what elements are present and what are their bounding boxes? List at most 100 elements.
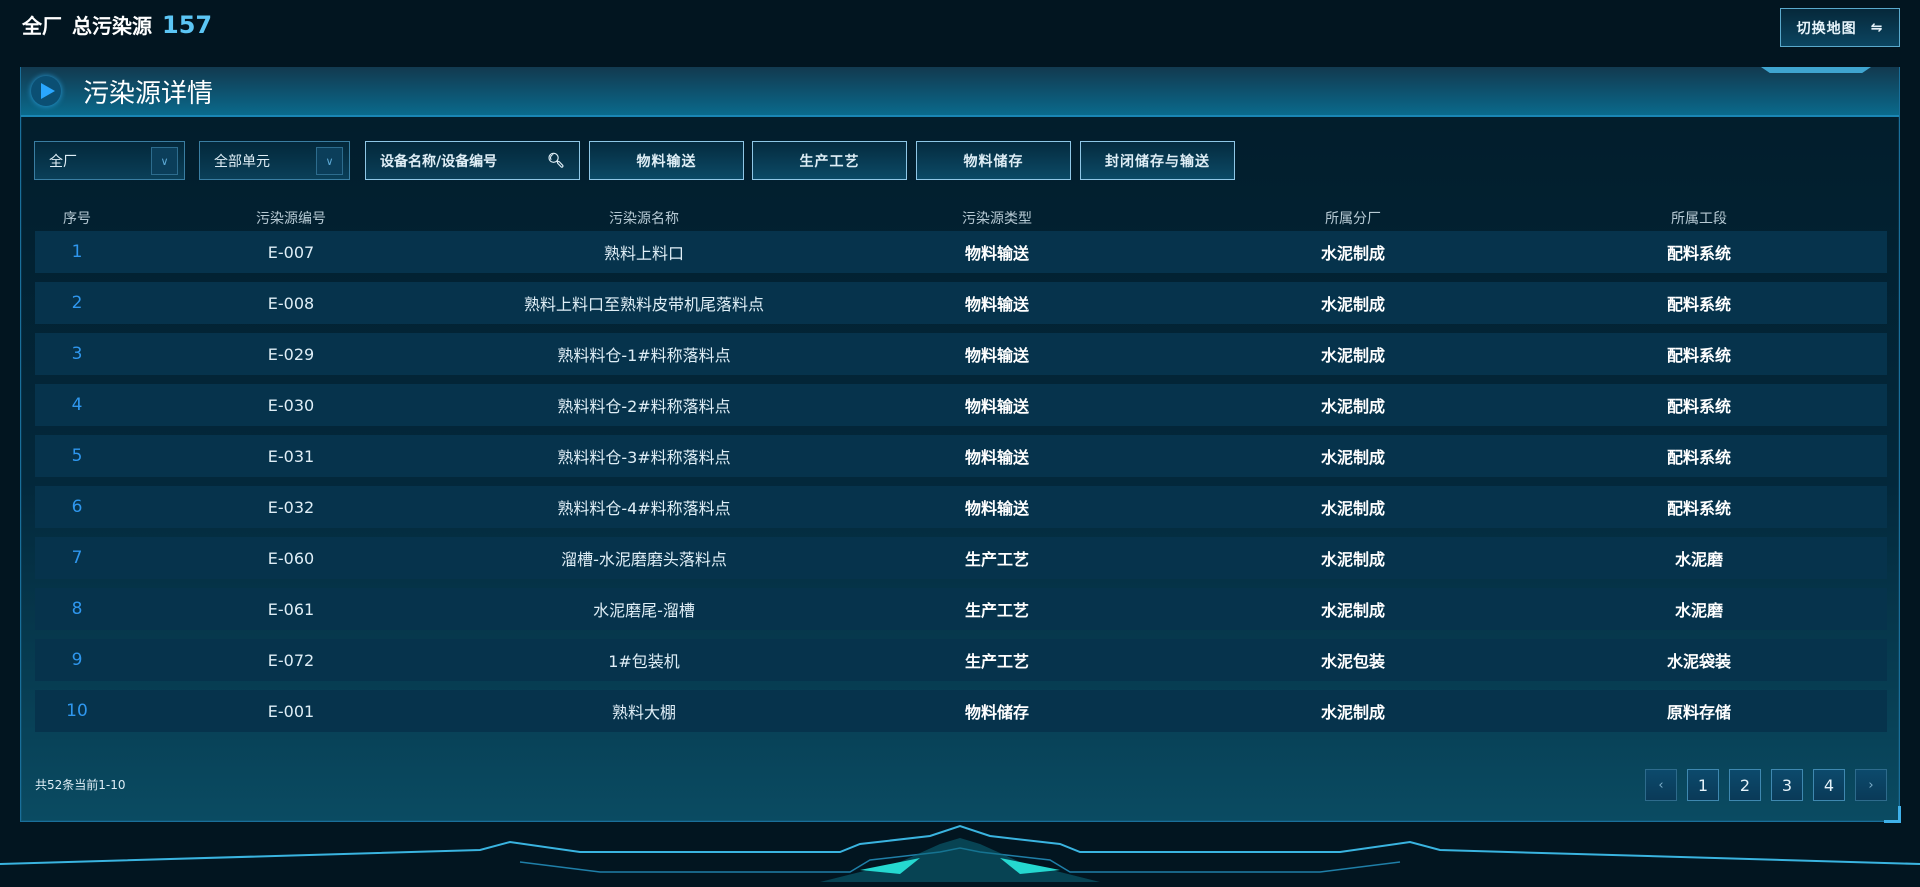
table-row[interactable]: 9 E-072 1#包装机 生产工艺 水泥包装 水泥袋装 <box>35 639 1887 681</box>
table-cell: 物料输送 <box>964 499 1030 518</box>
table-cell: 生产工艺 <box>964 550 1030 569</box>
table-cell: E-072 <box>267 650 315 670</box>
table-cell: 熟料大棚 <box>611 703 677 722</box>
column-header: 污染源类型 <box>962 211 1032 227</box>
table-cell: 物料输送 <box>964 295 1030 314</box>
table-cell: E-061 <box>267 599 315 619</box>
table-cell: 水泥制成 <box>1320 499 1386 518</box>
page-button-1[interactable]: 1 <box>1687 769 1719 801</box>
table-row[interactable]: 7 E-060 溜槽-水泥磨磨头落料点 生产工艺 水泥制成 水泥磨 <box>35 537 1887 579</box>
search-icon[interactable]: 🔍︎ <box>547 152 565 169</box>
table-cell: 物料输送 <box>964 397 1030 416</box>
table-cell: 水泥制成 <box>1320 346 1386 365</box>
table-cell: E-030 <box>267 395 315 415</box>
table-cell: 水泥制成 <box>1320 244 1386 263</box>
table-cell: 水泥袋装 <box>1666 652 1732 671</box>
pagination-summary: 共52条当前1-10 <box>35 778 126 792</box>
page-button-3[interactable]: 3 <box>1771 769 1803 801</box>
column-header: 污染源名称 <box>609 211 679 227</box>
table-cell: E-031 <box>267 446 315 466</box>
swap-arrows-icon: ⇋ <box>1870 19 1884 36</box>
column-header: 序号 <box>63 211 91 227</box>
category-button-material-transport[interactable]: 物料输送 <box>589 141 744 180</box>
prev-page-button[interactable]: ‹ <box>1645 769 1677 801</box>
table-cell: 1#包装机 <box>608 652 680 671</box>
column-header: 所属工段 <box>1671 211 1727 227</box>
table-cell: 水泥制成 <box>1320 295 1386 314</box>
table-cell: 水泥制成 <box>1320 397 1386 416</box>
table-cell: 溜槽-水泥磨磨头落料点 <box>561 550 727 569</box>
play-icon <box>31 76 61 106</box>
table-row[interactable]: 8 E-061 水泥磨尾-溜槽 生产工艺 水泥制成 水泥磨 <box>35 588 1887 630</box>
table-cell: 水泥制成 <box>1320 550 1386 569</box>
category-button-enclosed-storage[interactable]: 封闭储存与输送 <box>1080 141 1235 180</box>
column-header: 所属分厂 <box>1325 211 1381 227</box>
table-cell: 配料系统 <box>1666 295 1732 314</box>
table-row[interactable]: 4 E-030 熟料料仓-2#料称落料点 物料输送 水泥制成 配料系统 <box>35 384 1887 426</box>
chevron-down-icon[interactable]: ∨ <box>151 147 178 175</box>
table-cell: 水泥包装 <box>1320 652 1386 671</box>
scope-label: 全厂 <box>22 14 62 38</box>
table-cell: 1 <box>71 242 83 262</box>
table-cell: 水泥磨 <box>1674 550 1724 569</box>
table-cell: 物料输送 <box>964 346 1030 365</box>
factory-select-value: 全厂 <box>49 153 77 170</box>
page-button-4[interactable]: 4 <box>1813 769 1845 801</box>
table-cell: 配料系统 <box>1666 346 1732 365</box>
switch-map-label: 切换地图 <box>1796 20 1857 37</box>
table-cell: 原料存储 <box>1666 703 1732 722</box>
table-cell: 水泥磨 <box>1674 601 1724 620</box>
table-cell: 2 <box>71 293 83 313</box>
table-cell: 熟料料仓-4#料称落料点 <box>557 499 731 518</box>
table-cell: E-007 <box>267 242 315 262</box>
table-cell: 10 <box>66 701 88 721</box>
table-cell: 水泥制成 <box>1320 703 1386 722</box>
table-row[interactable]: 5 E-031 熟料料仓-3#料称落料点 物料输送 水泥制成 配料系统 <box>35 435 1887 477</box>
header-notch <box>1761 67 1871 73</box>
table-cell: 熟料料仓-1#料称落料点 <box>557 346 731 365</box>
total-count: 157 <box>162 11 213 39</box>
table-row[interactable]: 10 E-001 熟料大棚 物料储存 水泥制成 原料存储 <box>35 690 1887 732</box>
category-button-material-storage[interactable]: 物料储存 <box>916 141 1071 180</box>
table-row[interactable]: 6 E-032 熟料料仓-4#料称落料点 物料输送 水泥制成 配料系统 <box>35 486 1887 528</box>
category-button-production-process[interactable]: 生产工艺 <box>752 141 907 180</box>
table-cell: 水泥制成 <box>1320 448 1386 467</box>
table-row[interactable]: 3 E-029 熟料料仓-1#料称落料点 物料输送 水泥制成 配料系统 <box>35 333 1887 375</box>
panel-title: 污染源详情 <box>83 78 214 109</box>
table-cell: 物料储存 <box>964 703 1030 722</box>
bottom-decoration <box>0 824 1920 882</box>
table-cell: E-060 <box>267 548 315 568</box>
table-cell: E-008 <box>267 293 315 313</box>
table-row[interactable]: 1 E-007 熟料上料口 物料输送 水泥制成 配料系统 <box>35 231 1887 273</box>
table-cell: 3 <box>71 344 83 364</box>
table-cell: 生产工艺 <box>964 601 1030 620</box>
table-cell: 水泥制成 <box>1320 601 1386 620</box>
table-cell: 5 <box>71 446 83 466</box>
table-cell: 6 <box>71 497 83 517</box>
unit-select[interactable]: 全部单元 ∨ <box>199 141 350 180</box>
switch-map-button[interactable]: 切换地图 ⇋ <box>1780 8 1900 47</box>
table-cell: 4 <box>71 395 83 415</box>
table-cell: 物料输送 <box>964 448 1030 467</box>
factory-select[interactable]: 全厂 ∨ <box>34 141 185 180</box>
column-header: 污染源编号 <box>256 211 326 227</box>
total-label: 总污染源 <box>72 14 152 38</box>
panel-header: 污染源详情 <box>21 67 1899 117</box>
chevron-down-icon[interactable]: ∨ <box>316 147 343 175</box>
table-cell: 水泥磨尾-溜槽 <box>593 601 695 620</box>
next-page-button[interactable]: › <box>1855 769 1887 801</box>
table-cell: E-032 <box>267 497 315 517</box>
table-cell: 熟料料仓-3#料称落料点 <box>557 448 731 467</box>
table-row[interactable]: 2 E-008 熟料上料口至熟料皮带机尾落料点 物料输送 水泥制成 配料系统 <box>35 282 1887 324</box>
pollution-source-panel: 污染源详情 全厂 ∨ 全部单元 ∨ 设备名称/设备编号 🔍︎ 物料输送 生产工艺… <box>20 67 1901 823</box>
table-cell: 熟料料仓-2#料称落料点 <box>557 397 731 416</box>
table-cell: E-029 <box>267 344 315 364</box>
search-input[interactable]: 设备名称/设备编号 🔍︎ <box>365 141 580 180</box>
table-header: 序号 污染源编号 污染源名称 污染源类型 所属分厂 所属工段 <box>35 205 1887 231</box>
table-cell: 配料系统 <box>1666 397 1732 416</box>
table-cell: 7 <box>71 548 83 568</box>
page-button-2[interactable]: 2 <box>1729 769 1761 801</box>
search-placeholder: 设备名称/设备编号 <box>380 153 498 170</box>
table-cell: 配料系统 <box>1666 448 1732 467</box>
table-cell: 熟料上料口 <box>603 244 685 263</box>
